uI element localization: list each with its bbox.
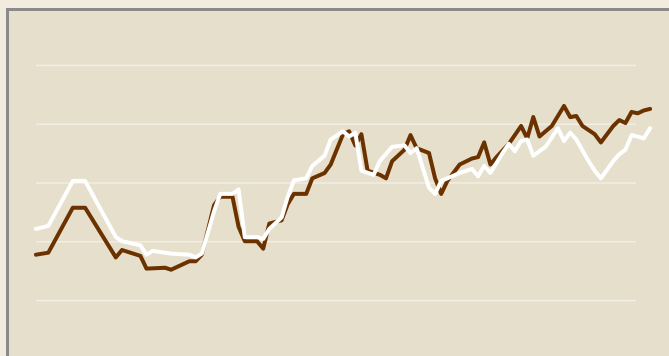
gridlines bbox=[36, 64, 636, 302]
series-group bbox=[34, 104, 652, 272]
series-line-1 bbox=[34, 126, 652, 260]
series-line-0 bbox=[34, 104, 652, 272]
